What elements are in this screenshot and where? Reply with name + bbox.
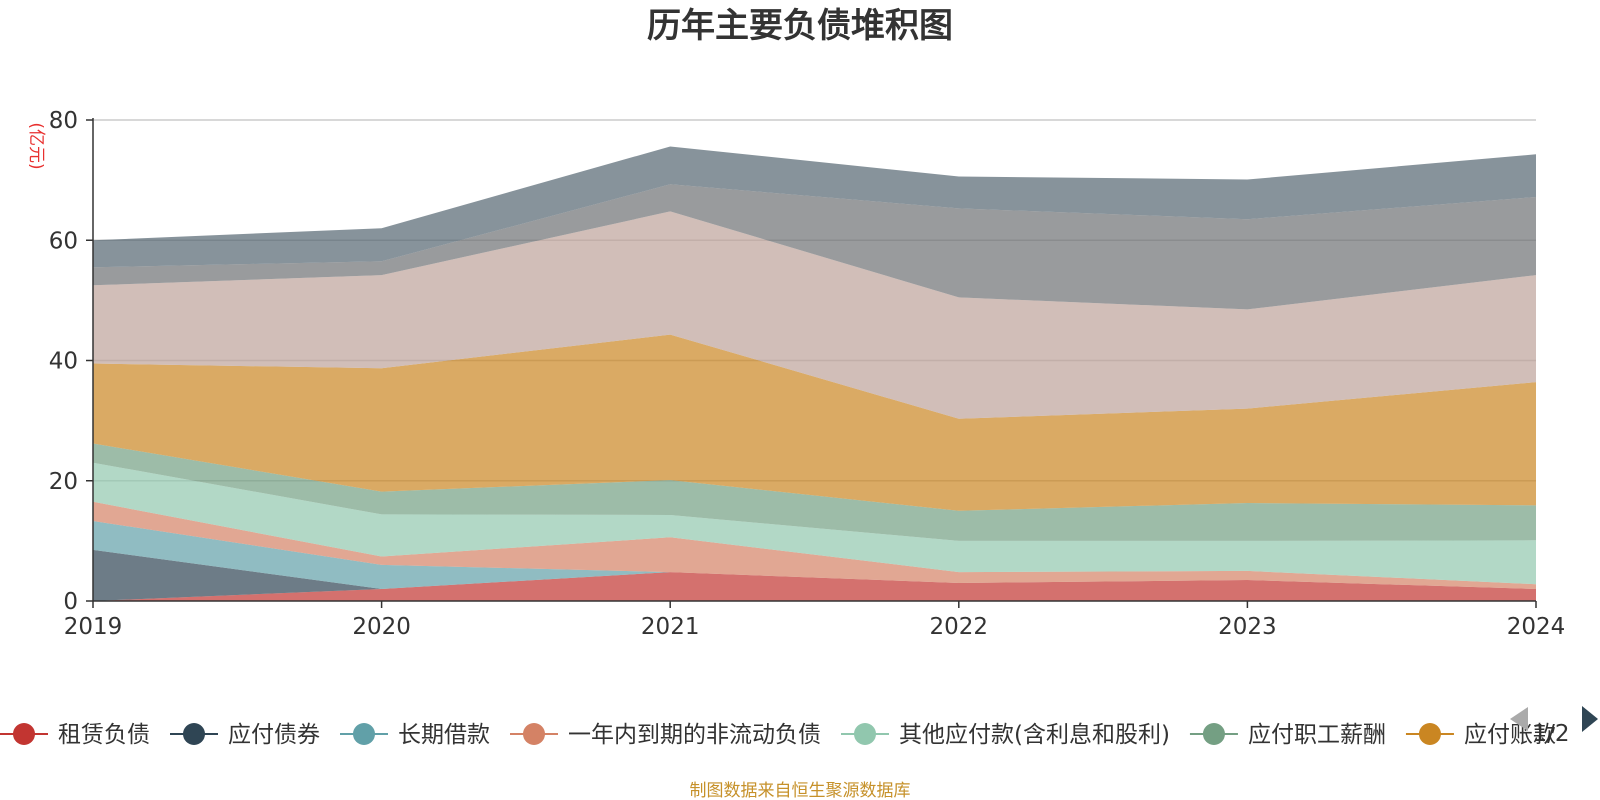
area-series-6 (93, 443, 1536, 541)
legend-dot-marker (523, 723, 545, 745)
y-axis-unit: (亿元) (26, 122, 46, 169)
legend-dot-marker (1202, 723, 1225, 745)
area-series-3 (93, 521, 1536, 589)
legend-dot-marker (854, 723, 876, 745)
legend-label: 长期借款 (398, 722, 490, 748)
area-series-7 (93, 334, 1536, 511)
x-tick-label: 2021 (641, 614, 700, 640)
area-series-1 (93, 572, 1536, 601)
legend-dot-marker (13, 723, 35, 745)
legend-item-3[interactable]: 长期借款 (340, 722, 490, 748)
legend-pager: 1/2 (1510, 706, 1598, 747)
area-series-9 (93, 184, 1536, 310)
legend-dot-marker (1418, 723, 1441, 745)
axes: 0 20 40 60 80 2019 2020 2021 2022 2023 2024 (49, 108, 1566, 640)
legend-item-6[interactable]: 应付职工薪酬 (1189, 722, 1386, 748)
legend-page-indicator: 1/2 (1532, 721, 1569, 747)
legend-label: 应付债券 (228, 722, 320, 748)
legend-dot-marker (353, 723, 375, 745)
legend-item-1[interactable]: 租赁负债 (0, 722, 150, 748)
area-series-4 (93, 501, 1536, 589)
legend-dot-marker (183, 723, 205, 745)
legend-label: 其他应付款(含利息和股利) (899, 722, 1170, 748)
y-tick-label: 40 (49, 349, 78, 375)
legend-item-4[interactable]: 一年内到期的非流动负债 (510, 722, 821, 748)
x-tick-label: 2022 (930, 614, 989, 640)
y-tick-label: 80 (49, 108, 78, 134)
legend-label: 应付账款 (1464, 722, 1556, 748)
legend-next-icon[interactable] (1582, 706, 1598, 732)
legend-prev-icon[interactable] (1510, 707, 1528, 731)
x-tick-label: 2019 (64, 614, 123, 640)
legend-item-7[interactable]: 应付账款 (1405, 722, 1556, 748)
area-series-10 (93, 146, 1536, 268)
data-source-note: 制图数据来自恒生聚源数据库 (690, 781, 911, 800)
legend: 租赁负债 应付债券 长期借款 一年内到期的非流动负债 其他应付款(含利息和股利) 应付职工… (0, 722, 1556, 748)
legend-label: 应付职工薪酬 (1248, 722, 1386, 748)
legend-label: 租赁负债 (58, 722, 150, 748)
chart-title: 历年主要负债堆积图 (647, 6, 953, 46)
y-tick-label: 60 (49, 228, 78, 254)
x-tick-label: 2023 (1218, 614, 1277, 640)
legend-item-5[interactable]: 其他应付款(含利息和股利) (841, 722, 1170, 748)
legend-label: 一年内到期的非流动负债 (568, 722, 821, 748)
area-series-8 (93, 211, 1536, 419)
x-tick-label: 2024 (1507, 614, 1566, 640)
area-series-5 (93, 462, 1536, 585)
x-tick-label: 2020 (352, 614, 411, 640)
y-tick-label: 20 (49, 469, 78, 495)
y-tick-label: 0 (63, 589, 78, 615)
area-series-group (93, 146, 1536, 601)
legend-item-2[interactable]: 应付债券 (170, 722, 320, 748)
